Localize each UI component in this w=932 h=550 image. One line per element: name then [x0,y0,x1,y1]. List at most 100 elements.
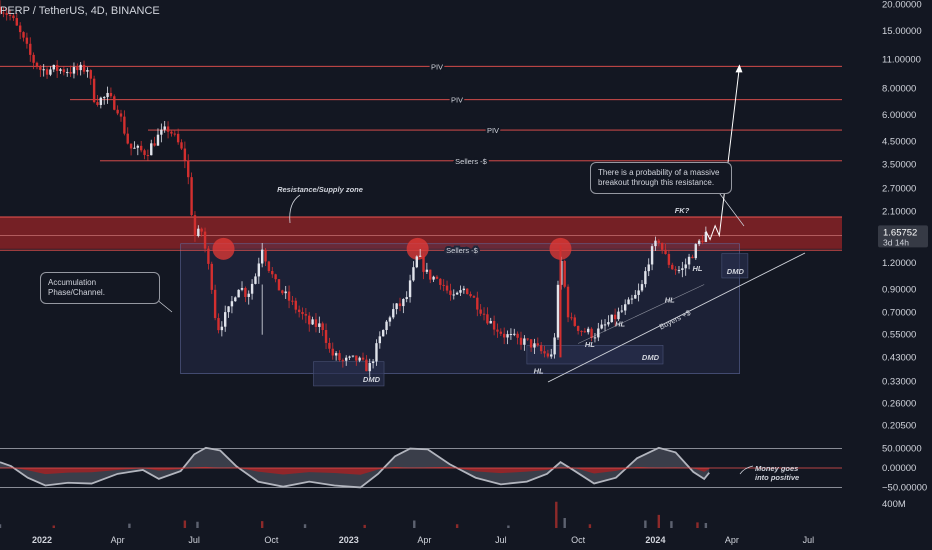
candle-body-179 [600,324,603,329]
candle-body-178 [597,328,600,338]
breakout-pointer [716,189,745,227]
candle-body-101 [338,353,341,361]
price-tick-14: 0.43000 [882,352,916,363]
candle-body-136 [455,292,459,295]
volume-bar-12 [563,518,566,528]
price-tick-2: 11.00000 [882,54,921,65]
price-tick-12: 0.70000 [882,308,916,319]
osc-tick-0: 50.00000 [882,444,922,455]
candle-body-110 [368,363,371,372]
candle-body-27 [89,70,92,79]
piv-label-2: PIV [487,126,499,135]
candle-body-200 [671,264,674,270]
candle-body-116 [388,317,392,322]
candle-body-169 [566,286,570,318]
candle-body-171 [573,317,576,326]
price-tick-5: 4.50000 [882,137,916,148]
candle-body-210 [704,231,708,242]
candle-body-91 [304,314,308,316]
candle-body-9 [29,43,32,55]
candle-body-62 [207,248,210,264]
resistance-touch-0 [212,237,235,260]
time-tick-10: Jul [803,535,815,545]
price-tick-6: 3.50000 [882,160,916,171]
candle-body-98 [328,342,331,349]
candle-body-152 [509,334,513,336]
fk-label: FK? [675,206,690,215]
candle-body-14 [45,69,49,75]
candle-body-93 [311,319,314,325]
candle-body-142 [476,297,479,310]
candle-body-122 [408,280,412,298]
candle-body-71 [237,289,240,298]
candle-body-181 [607,322,610,325]
candle-body-121 [405,297,408,300]
time-tick-1: Apr [111,535,125,545]
candle-body-55 [183,148,187,161]
candle-body-3 [8,14,12,16]
candle-body-103 [345,357,348,361]
candle-body-85 [284,291,287,294]
chart-title: PERP / TetherUS, 4D, BINANCE [0,5,160,17]
candle-body-160 [536,343,540,346]
time-tick-4: 2023 [339,535,359,545]
breakout-note: There is a probability of a massive brea… [598,168,720,187]
candle-body-80 [267,261,271,272]
candle-body-19 [62,69,66,73]
osc-tick-1: 0.00000 [882,463,916,474]
price-tick-3: 8.00000 [882,84,916,95]
candle-body-105 [351,355,355,357]
candle-body-97 [324,330,328,343]
volume-bar-0 [0,524,2,528]
candle-body-57 [190,177,193,216]
candle-body-0 [0,6,2,13]
candle-body-70 [234,297,237,302]
candle-body-73 [244,287,247,297]
candle-body-92 [308,315,311,325]
dmd-zone-2 [721,253,749,279]
candle-body-193 [647,264,650,272]
projection-arrowhead [735,64,743,73]
candle-body-140 [469,294,472,297]
price-tick-10: 1.20000 [882,258,916,269]
candle-body-79 [264,249,267,262]
piv-label-0: PIV [431,62,443,71]
dmd-zone-0 [313,361,385,387]
candle-body-182 [610,314,613,323]
candle-body-17 [55,64,59,71]
candle-body-7 [22,32,25,38]
time-tick-5: Apr [417,535,431,545]
volume-bar-5 [260,521,264,528]
candle-body-186 [623,304,627,311]
candle-body-44 [146,155,150,157]
time-tick-0: 2022 [32,535,52,545]
dmd-label-0: DMD [363,375,381,384]
volume-bar-9 [455,524,459,528]
volume-bar-17 [696,522,699,528]
candle-body-159 [533,343,536,348]
candle-body-145 [486,314,489,324]
candle-body-175 [587,328,590,333]
candle-body-75 [250,283,254,294]
candle-body-183 [613,314,617,320]
candle-body-195 [654,240,657,247]
candle-body-31 [102,97,106,99]
candle-body-165 [553,337,556,355]
candle-body-205 [687,256,691,265]
time-tick-8: 2024 [645,535,665,545]
candle-body-37 [123,116,126,134]
price-tick-17: 0.20500 [882,420,916,431]
candle-body-1 [2,12,5,14]
candle-body-42 [139,145,143,151]
candle-body-184 [617,311,620,320]
candle-body-13 [42,69,45,71]
candle-body-26 [86,70,89,72]
candle-body-18 [59,69,62,71]
candle-body-137 [459,290,462,293]
candle-body-34 [113,96,116,110]
candle-body-191 [640,284,644,291]
candle-body-203 [681,268,684,270]
candle-body-96 [321,323,324,331]
